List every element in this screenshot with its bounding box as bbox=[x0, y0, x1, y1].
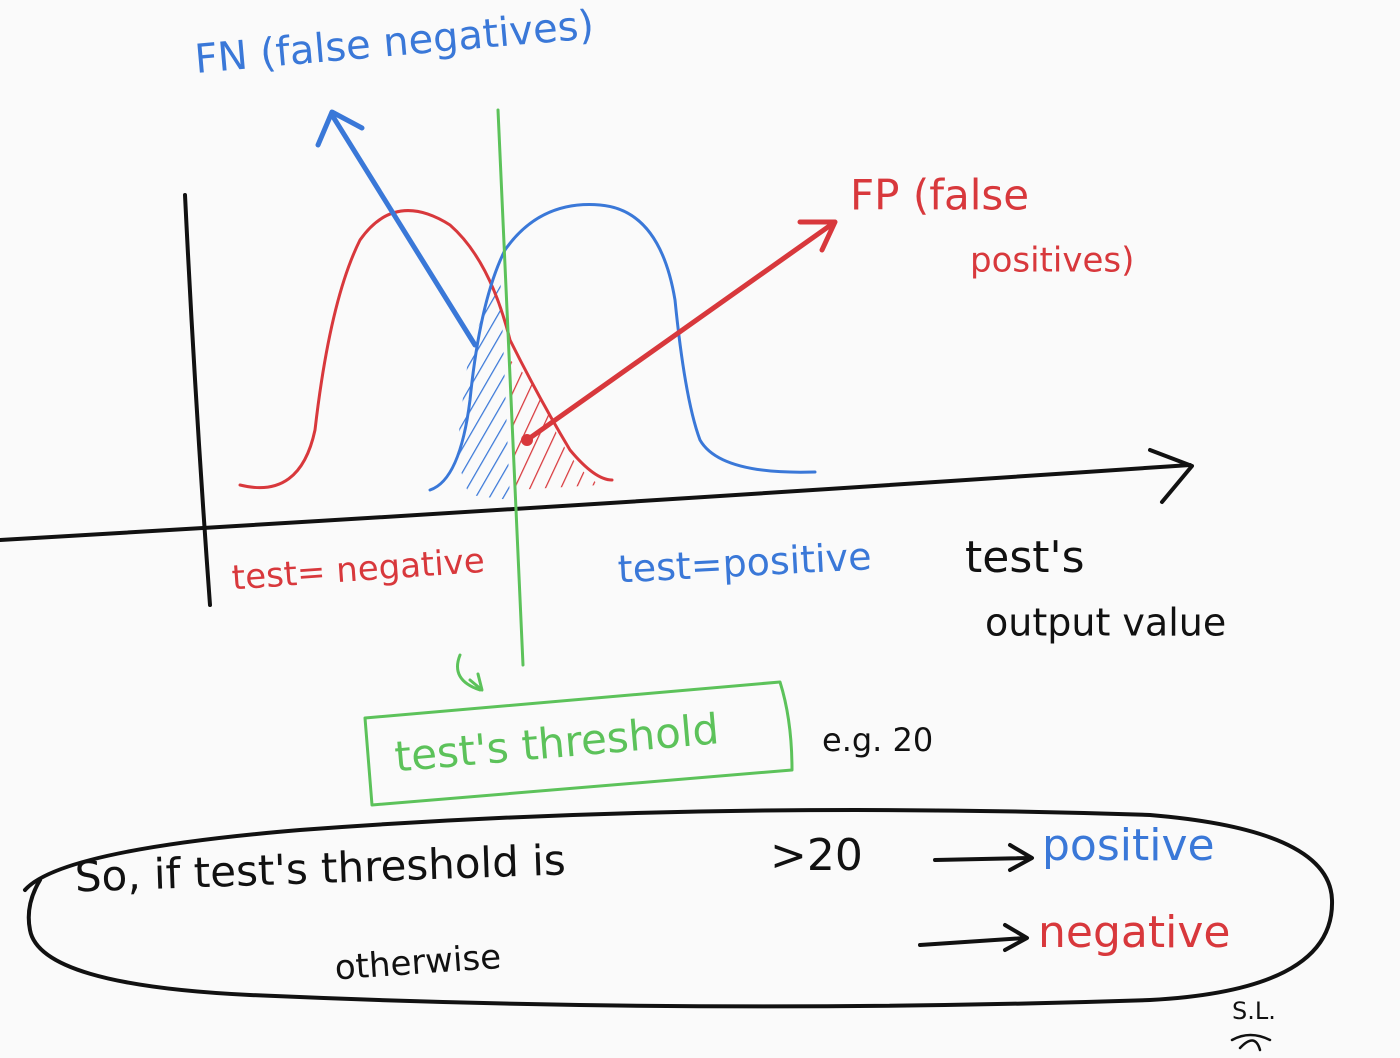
axis-label: test's bbox=[965, 532, 1085, 583]
positive-arrow bbox=[933, 843, 1034, 872]
rule-positive: positive bbox=[1042, 820, 1215, 871]
threshold-example: e.g. 20 bbox=[822, 721, 933, 759]
fp-point bbox=[521, 434, 533, 446]
rule-outline bbox=[23, 808, 1335, 1009]
y-axis bbox=[183, 193, 212, 607]
fp-label: positives) bbox=[970, 241, 1134, 281]
threshold-pointer bbox=[456, 653, 484, 692]
fn-area bbox=[458, 270, 510, 500]
signature: S.L. bbox=[1232, 997, 1276, 1025]
x-axis-arrowhead bbox=[1148, 448, 1194, 504]
fp-label: FP (false bbox=[850, 171, 1029, 220]
negative-distribution bbox=[238, 209, 614, 490]
signature-flourish bbox=[1230, 1033, 1272, 1052]
rule-comparison: >20 bbox=[770, 830, 863, 881]
x-axis bbox=[0, 463, 1192, 542]
fn-arrow bbox=[315, 109, 478, 348]
positive-distribution bbox=[428, 203, 817, 492]
threshold-box bbox=[363, 680, 794, 807]
fp-arrow bbox=[524, 219, 838, 443]
threshold-line bbox=[496, 108, 525, 667]
axis-label: output value bbox=[985, 601, 1226, 645]
negative-arrow bbox=[918, 923, 1029, 952]
rule-negative: negative bbox=[1038, 907, 1230, 958]
fp-area bbox=[510, 360, 600, 490]
